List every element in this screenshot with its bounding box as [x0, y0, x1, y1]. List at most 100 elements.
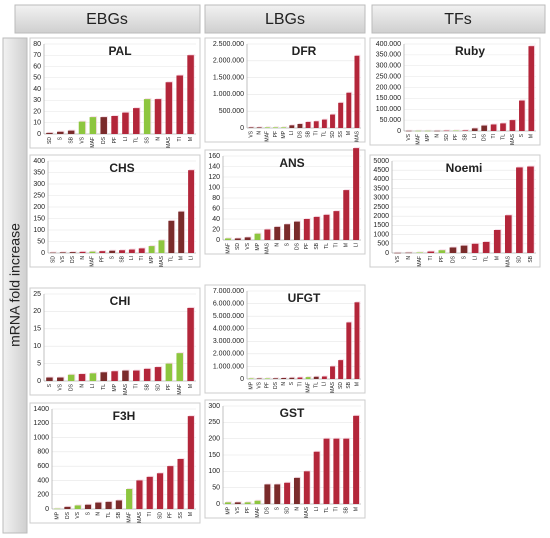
bar	[293, 221, 300, 240]
x-tick-label: M	[188, 384, 194, 388]
bar	[313, 216, 320, 240]
bar	[49, 252, 56, 254]
y-tick-label: 50	[212, 485, 220, 492]
bar-shadow	[257, 377, 263, 378]
bar	[177, 459, 184, 509]
y-tick-label: 4000	[373, 176, 389, 183]
bar-shadow	[274, 126, 279, 127]
x-tick-label: LI	[472, 134, 478, 138]
y-tick-label: 1500	[373, 222, 389, 229]
bar	[303, 219, 310, 240]
bar	[493, 230, 501, 253]
x-tick-label: TL	[483, 256, 489, 262]
y-tick-label: 60	[33, 63, 41, 70]
y-tick-label: 6.000.000	[213, 300, 244, 307]
bar	[138, 248, 145, 253]
x-tick-label: VS	[58, 383, 64, 390]
x-tick-label: TL	[106, 512, 112, 518]
chart-title: ANS	[279, 156, 304, 170]
bar	[165, 82, 173, 134]
y-tick-label: 100	[208, 184, 220, 191]
x-tick-label: N	[80, 256, 86, 260]
bar-shadow	[70, 251, 77, 252]
y-tick-label: 0	[240, 376, 244, 383]
bar	[154, 99, 162, 134]
x-tick-label: MP	[248, 381, 254, 389]
x-tick-label: N	[294, 507, 300, 511]
y-tick-label: 100	[33, 227, 45, 234]
bar	[416, 252, 424, 253]
x-tick-label: TI	[134, 384, 140, 388]
x-tick-label: LI	[472, 256, 478, 260]
x-tick-label: VS	[248, 130, 254, 137]
bar	[148, 246, 155, 253]
x-tick-label: MAS	[123, 383, 129, 395]
x-tick-label: N	[155, 137, 161, 141]
bar	[284, 224, 291, 240]
y-tick-label: 300	[208, 403, 220, 410]
x-tick-label: MAF	[90, 137, 96, 148]
x-tick-label: TL	[322, 131, 328, 137]
bar-shadow	[249, 126, 255, 127]
x-tick-label: N	[257, 131, 263, 135]
x-tick-label: SD	[157, 512, 163, 519]
bar	[69, 252, 76, 253]
y-tick-label: 1000	[373, 231, 389, 238]
bar	[57, 377, 64, 381]
x-tick-label: LI	[314, 507, 320, 511]
y-tick-label: 350.000	[376, 52, 401, 59]
bar	[321, 119, 327, 128]
y-tick-label: 200.000	[376, 84, 401, 91]
y-tick-label: 0	[45, 506, 49, 513]
x-tick-label: MAF	[177, 384, 183, 395]
y-tick-label: 1200	[33, 420, 49, 427]
bar	[427, 251, 435, 253]
bar	[248, 378, 254, 379]
bar-shadow	[454, 129, 460, 131]
bar	[64, 506, 71, 509]
bar-shadow	[282, 126, 288, 127]
bar-shadow	[306, 376, 312, 378]
y-tick-label: 4500	[373, 167, 389, 174]
x-tick-label: M	[495, 256, 501, 260]
y-tick-label: 0	[385, 250, 389, 257]
y-tick-label: 40	[33, 86, 41, 93]
header-box	[14, 4, 201, 34]
bar	[100, 117, 107, 134]
x-tick-label: N	[79, 384, 85, 388]
x-tick-label: DS	[65, 511, 71, 519]
header-box	[204, 4, 366, 34]
bar	[234, 502, 241, 504]
y-tick-label: 2.000.000	[213, 351, 244, 358]
x-tick-label: S	[275, 506, 281, 510]
x-tick-label: SD	[47, 137, 53, 144]
y-tick-label: 500.000	[219, 108, 244, 115]
bar	[158, 240, 165, 253]
header: TFs	[444, 11, 472, 28]
y-tick-label: 50	[37, 238, 45, 245]
bar	[330, 366, 335, 379]
bar	[67, 374, 75, 381]
x-tick-label: MAF	[255, 507, 261, 518]
bar-shadow	[274, 377, 279, 378]
bar	[297, 123, 303, 128]
bar	[323, 438, 330, 504]
x-tick-label: S	[85, 511, 91, 515]
y-tick-label: 300.000	[376, 63, 401, 70]
bar-shadow	[100, 250, 107, 252]
bar	[46, 377, 53, 381]
bar-shadow	[416, 129, 422, 131]
x-tick-label: PF	[273, 131, 279, 137]
bar	[481, 125, 487, 131]
y-tick-label: 350	[33, 169, 45, 176]
x-tick-label: TI	[177, 137, 183, 141]
y-tick-label: 5000	[373, 158, 389, 165]
x-tick-label: TI	[334, 507, 340, 511]
bar-shadow	[282, 376, 288, 378]
x-tick-label: MAF	[415, 134, 421, 145]
bar-shadow	[406, 129, 413, 131]
x-tick-label: PF	[112, 137, 118, 143]
bar	[54, 508, 61, 510]
bar	[471, 128, 478, 131]
